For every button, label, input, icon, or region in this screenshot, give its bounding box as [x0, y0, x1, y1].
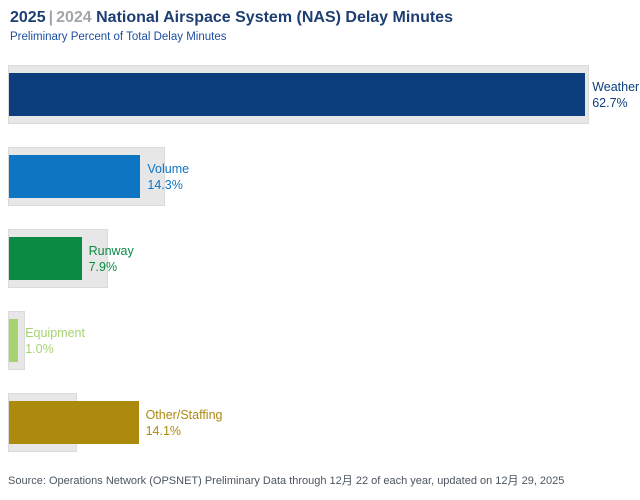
bar-fill-2025[interactable]	[9, 401, 139, 444]
bar-label: Runway 7.9%	[89, 243, 134, 275]
bar-fill-2025[interactable]	[9, 73, 586, 116]
bar-label: Volume 14.3%	[147, 161, 189, 193]
title-year-current: 2025	[10, 9, 46, 26]
title-separator: |	[48, 9, 54, 26]
bar-label: Equipment 1.0%	[25, 325, 85, 357]
bar-chart: Weather 62.7% Volume 14.3% Runway 7.9%	[8, 65, 640, 475]
category-label: Runway	[88, 243, 134, 258]
bar-row-equipment: Equipment 1.0%	[8, 311, 640, 370]
bar-fill-2025[interactable]	[9, 319, 19, 362]
percent-label: 62.7%	[592, 95, 628, 110]
bar-row-runway: Runway 7.9%	[8, 229, 640, 288]
bar-fill-2025[interactable]	[9, 155, 141, 198]
category-label: Equipment	[25, 325, 85, 340]
percent-label: 14.3%	[147, 177, 183, 192]
source-note: Source: Operations Network (OPSNET) Prel…	[8, 475, 565, 487]
bar-row-volume: Volume 14.3%	[8, 147, 640, 206]
chart-title: 2025 | 2024 National Airspace System (NAS)…	[10, 8, 630, 28]
percent-label: 7.9%	[88, 259, 118, 274]
chart-header: 2025 | 2024 National Airspace System (NAS)…	[0, 0, 640, 44]
bar-row-weather: Weather 62.7%	[8, 65, 640, 124]
percent-label: 14.1%	[145, 423, 182, 438]
bar-fill-2025[interactable]	[9, 237, 82, 280]
bar-label: Weather 62.7%	[592, 79, 639, 111]
title-text: National Airspace System (NAS) Delay Min…	[96, 9, 453, 26]
category-label: Other/Staffing	[145, 407, 223, 422]
percent-label: 1.0%	[25, 341, 54, 356]
category-label: Weather	[592, 79, 640, 94]
category-label: Volume	[147, 161, 190, 176]
chart-subtitle: Preliminary Percent of Total Delay Minut…	[10, 31, 227, 43]
bar-label: Other/Staffing 14.1%	[146, 407, 223, 439]
bar-row-other-staffing: Other/Staffing 14.1%	[8, 393, 640, 452]
title-year-prior: 2024	[56, 9, 92, 26]
